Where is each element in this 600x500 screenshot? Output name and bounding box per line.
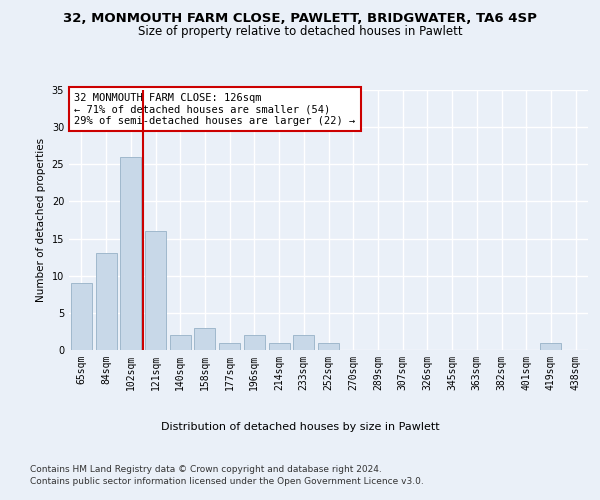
Bar — [95, 254, 116, 350]
Bar — [293, 335, 314, 350]
Text: 32 MONMOUTH FARM CLOSE: 126sqm
← 71% of detached houses are smaller (54)
29% of : 32 MONMOUTH FARM CLOSE: 126sqm ← 71% of … — [74, 92, 355, 126]
Text: Contains public sector information licensed under the Open Government Licence v3: Contains public sector information licen… — [30, 478, 424, 486]
Y-axis label: Number of detached properties: Number of detached properties — [36, 138, 46, 302]
Bar — [219, 342, 240, 350]
Text: Contains HM Land Registry data © Crown copyright and database right 2024.: Contains HM Land Registry data © Crown c… — [30, 465, 382, 474]
Text: Size of property relative to detached houses in Pawlett: Size of property relative to detached ho… — [137, 25, 463, 38]
Bar — [170, 335, 191, 350]
Text: 32, MONMOUTH FARM CLOSE, PAWLETT, BRIDGWATER, TA6 4SP: 32, MONMOUTH FARM CLOSE, PAWLETT, BRIDGW… — [63, 12, 537, 26]
Bar — [194, 328, 215, 350]
Bar — [541, 342, 562, 350]
Bar — [318, 342, 339, 350]
Bar — [145, 231, 166, 350]
Bar — [244, 335, 265, 350]
Bar — [71, 283, 92, 350]
Bar — [269, 342, 290, 350]
Text: Distribution of detached houses by size in Pawlett: Distribution of detached houses by size … — [161, 422, 439, 432]
Bar — [120, 157, 141, 350]
